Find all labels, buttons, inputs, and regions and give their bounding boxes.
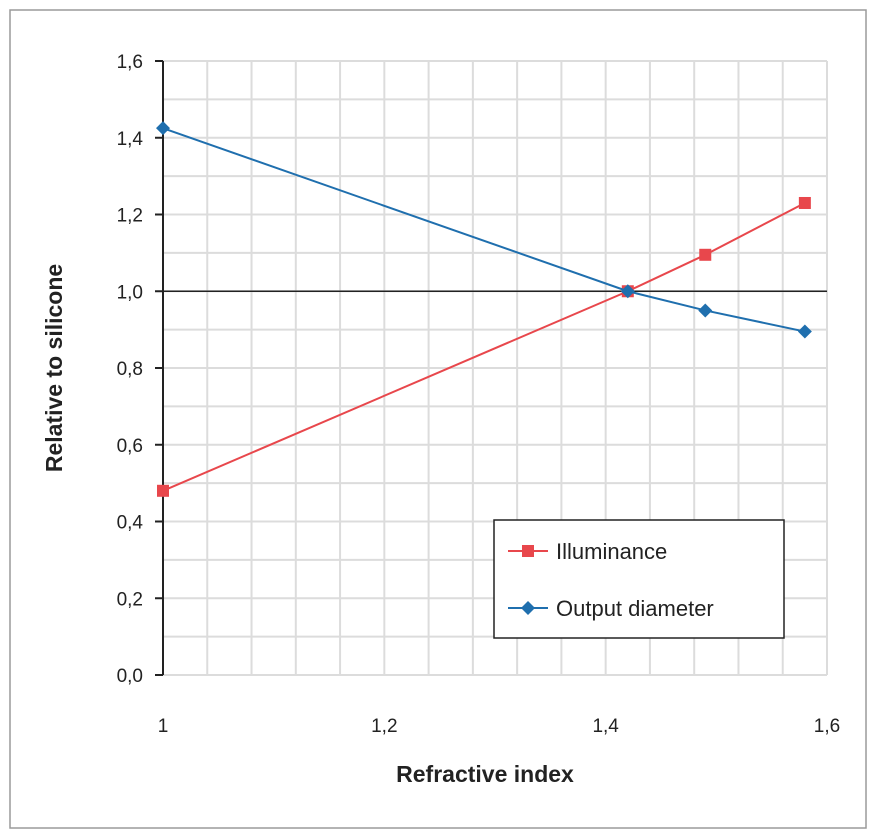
x-tick-label: 1,4 [592, 716, 619, 737]
data-point-square [157, 484, 169, 497]
y-tick-label: 0,0 [117, 666, 143, 687]
series-line [162, 202, 806, 492]
legend-label: Illuminance [556, 539, 667, 564]
legend-box [493, 519, 785, 639]
data-point-diamond [698, 303, 713, 318]
legend-marker-diamond [521, 601, 535, 615]
data-point-square [798, 196, 811, 209]
x-tick-label: 1,2 [371, 716, 397, 737]
y-tick-label: 0,6 [117, 436, 143, 457]
y-tick-label: 1,2 [117, 206, 143, 227]
y-tick-label: 1,0 [117, 282, 143, 303]
y-tick-label: 1,4 [117, 129, 144, 150]
data-point-diamond [620, 284, 635, 299]
y-tick-label: 1,6 [117, 52, 143, 73]
x-axis-label: Refractive index [396, 761, 574, 787]
legend-marker-square [522, 545, 534, 557]
y-tick-label: 0,8 [117, 359, 143, 380]
x-tick-label: 1,6 [814, 716, 840, 737]
series-line [162, 127, 806, 333]
legend-label: Output diameter [556, 596, 714, 621]
y-tick-label: 0,4 [117, 513, 144, 534]
y-tick-label: 0,2 [117, 589, 143, 610]
frame [9, 9, 867, 829]
data-point-square [699, 248, 712, 261]
data-point-diamond [797, 324, 812, 339]
data-point-diamond [156, 121, 170, 136]
x-tick-label: 1 [158, 716, 169, 737]
y-axis-label: Relative to silicone [41, 264, 67, 472]
